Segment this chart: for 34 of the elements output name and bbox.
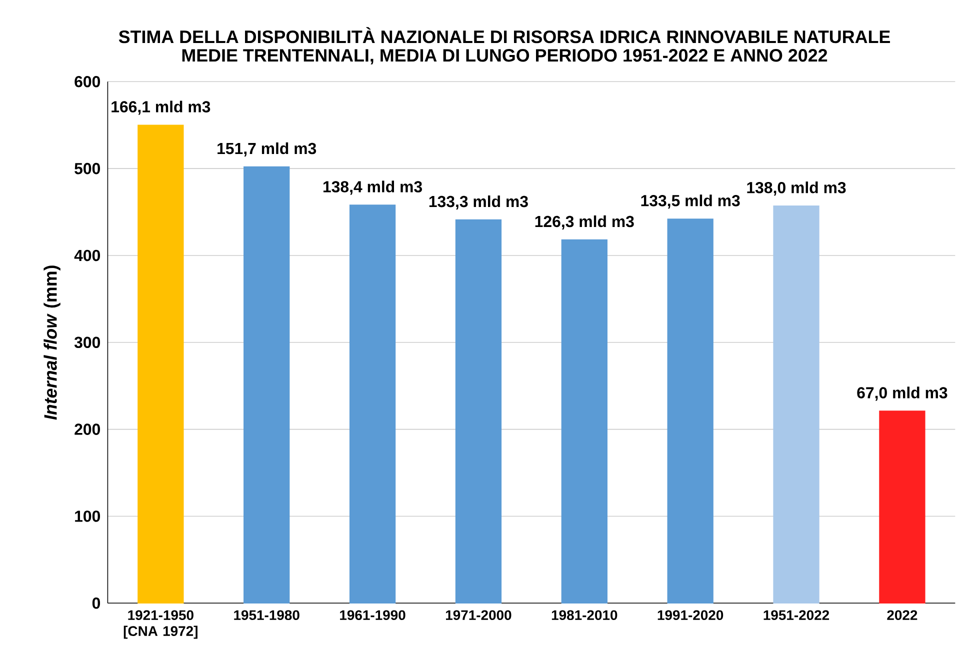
- chart-subtitle: MEDIE TRENTENNALI, MEDIA DI LUNGO PERIODO 1951-2022 E ANNO 2022: [182, 48, 828, 64]
- x-tick-label: 1971-2000: [446, 610, 512, 620]
- y-tick-label: 100: [75, 510, 100, 522]
- annotation: 166,1 mld m3: [112, 100, 210, 115]
- y-tick-label: 500: [74, 162, 100, 174]
- annotation: 67,0 mld m3: [857, 386, 948, 401]
- bar: [667, 218, 714, 604]
- chart-title: STIMA DELLA DISPONIBILITÀ NAZIONALE DI RISORSA IDRICA RINNOVABILE NATURALE: [118, 26, 890, 44]
- y-tick-label: 600: [74, 76, 100, 88]
- bar: [455, 219, 502, 604]
- y-tick-label: 0: [92, 597, 100, 609]
- annotation: 138,4 mld m3: [323, 180, 422, 195]
- x-tick-label: 2022: [887, 610, 918, 620]
- bar: [244, 166, 290, 604]
- annotation: 151,7 mld m3: [218, 142, 316, 156]
- bar: [879, 410, 926, 604]
- x-tick-label: 1981-2010: [552, 610, 618, 620]
- x-tick-label: 1951-1980: [234, 610, 300, 620]
- annotation: 133,5 mld m3: [641, 194, 740, 208]
- annotation: 138,0 mld m3: [747, 181, 846, 196]
- bar: [561, 239, 608, 604]
- y-axis-title: Internal flow (mm): [44, 265, 60, 420]
- x-tick-label: 1991-2020: [658, 610, 724, 620]
- annotation: 133,3 mld m3: [429, 195, 528, 210]
- x-tick-label: 1951-2022: [764, 610, 830, 620]
- x-tick-label: 1921-1950 [CNA 1972]: [124, 610, 198, 639]
- bar: [138, 124, 184, 604]
- annotation: 126,3 mld m3: [535, 215, 634, 230]
- y-tick-label: 200: [74, 424, 100, 435]
- y-tick-label: 300: [74, 336, 100, 348]
- y-tick-label: 400: [74, 250, 100, 262]
- x-tick-label: 1961-1990: [340, 610, 406, 620]
- bar: [349, 204, 396, 604]
- bar: [773, 205, 820, 604]
